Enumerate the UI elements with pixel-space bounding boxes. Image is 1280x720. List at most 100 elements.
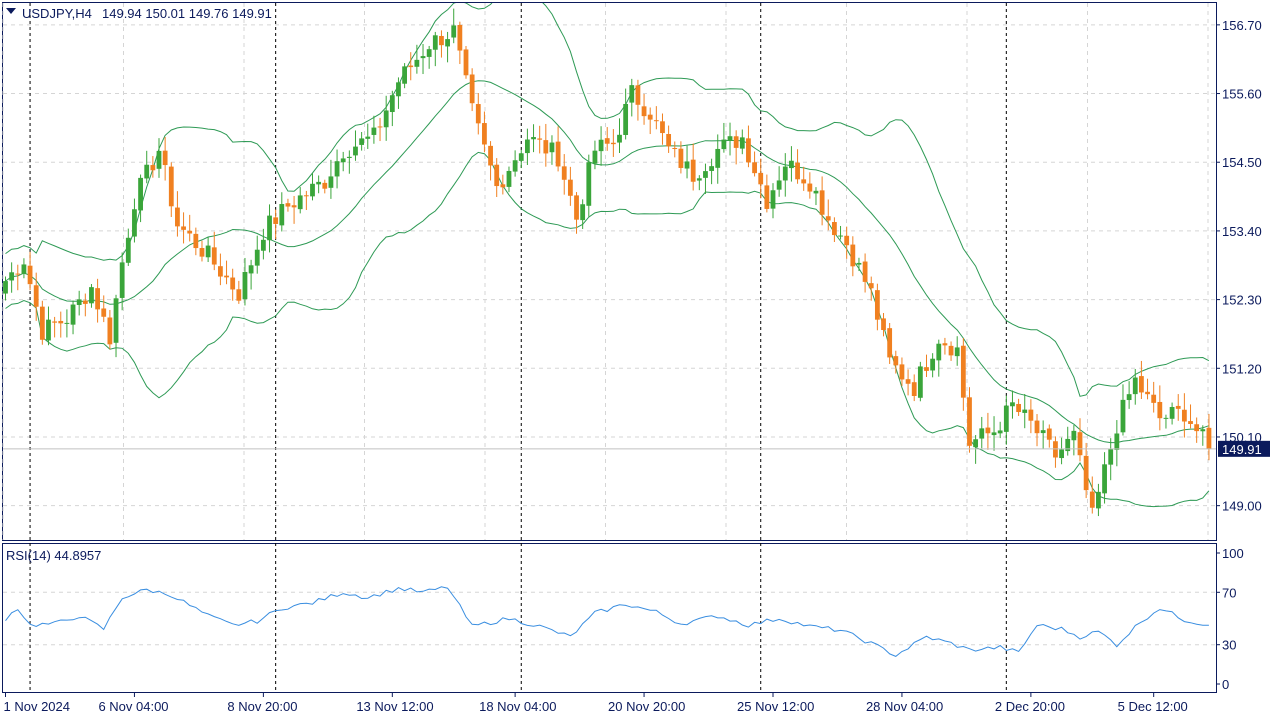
candle <box>537 125 543 154</box>
candle-body <box>819 190 825 215</box>
symbol-label: USDJPY,H4 <box>22 6 92 21</box>
candle <box>334 149 340 189</box>
rsi-tick-label: 70 <box>1222 585 1236 600</box>
candle <box>881 313 886 337</box>
candle <box>1046 424 1052 448</box>
candle <box>764 174 770 213</box>
rsi-tick-label: 30 <box>1222 638 1236 653</box>
candle-body <box>432 35 438 50</box>
current-price-tag: 149.91 <box>3 440 1270 457</box>
candle <box>844 226 850 259</box>
candle-body <box>531 137 536 140</box>
candle-body <box>9 272 15 281</box>
candle-body <box>690 159 696 182</box>
candle-body <box>310 183 315 197</box>
candle <box>727 122 733 156</box>
candle-body <box>1046 428 1052 440</box>
candle <box>138 174 143 223</box>
candle-body <box>574 195 579 220</box>
candle-body <box>776 180 782 190</box>
candle <box>1145 378 1150 400</box>
candle <box>838 225 843 240</box>
price-tick-label: 151.20 <box>1222 361 1262 376</box>
candle <box>776 166 782 197</box>
candle <box>469 68 475 112</box>
candle-body <box>193 233 199 249</box>
candle <box>236 280 242 304</box>
candle <box>181 212 186 244</box>
candle-body <box>653 120 659 122</box>
price-tick-label: 152.30 <box>1222 293 1262 308</box>
candle-body <box>1077 432 1083 456</box>
candle-body <box>469 74 475 104</box>
candle <box>95 278 100 323</box>
candle <box>586 154 592 217</box>
candle <box>782 153 788 197</box>
candle-body <box>445 39 450 47</box>
candle <box>58 311 64 338</box>
candle <box>1059 437 1064 465</box>
dropdown-triangle-icon[interactable] <box>6 8 16 14</box>
candle-body <box>917 366 923 398</box>
candle <box>340 151 346 172</box>
candle-body <box>457 24 463 51</box>
candle <box>267 204 272 253</box>
chart-header[interactable]: USDJPY,H4 149.94 150.01 149.76 149.91 <box>6 6 272 21</box>
candle-body <box>365 136 371 139</box>
candlesticks[interactable] <box>3 8 1212 517</box>
candle-body <box>463 49 469 76</box>
candle-body <box>715 148 721 168</box>
candle <box>543 123 549 167</box>
candle-body <box>371 127 377 135</box>
candle-body <box>1053 441 1058 458</box>
candle <box>856 257 862 272</box>
candle <box>1040 420 1046 449</box>
candle <box>1175 394 1181 421</box>
candle-body <box>1096 491 1101 509</box>
candle <box>46 306 51 346</box>
candle <box>567 166 573 206</box>
candle-body <box>260 239 266 251</box>
candle <box>432 31 438 67</box>
candle <box>813 187 819 206</box>
candle <box>150 156 156 178</box>
candle-body <box>567 179 573 196</box>
time-tick-label: 13 Nov 12:00 <box>356 699 433 714</box>
candle <box>230 268 236 301</box>
candle-body <box>21 264 27 274</box>
candle-body <box>285 203 291 207</box>
candle <box>205 237 211 263</box>
candle-body <box>138 177 143 211</box>
candle-body <box>684 161 690 169</box>
candle-body <box>439 35 444 46</box>
time-tick-label: 8 Nov 20:00 <box>227 699 297 714</box>
candle-body <box>868 283 874 289</box>
candle-body <box>267 215 272 241</box>
candle <box>733 130 739 165</box>
candle-body <box>893 356 899 366</box>
candle <box>1114 420 1120 467</box>
candle-body <box>936 343 942 361</box>
candle-body <box>1040 430 1046 434</box>
candle-body <box>997 430 1003 434</box>
candle <box>1028 399 1034 434</box>
candle <box>789 146 794 182</box>
candle-body <box>838 235 843 237</box>
time-axis: 1 Nov 2024 6 Nov 04:00 8 Nov 20:00 13 Nov 1… <box>4 692 1188 714</box>
candle-body <box>1114 433 1120 450</box>
candle-body <box>832 222 837 236</box>
candle-body <box>610 142 616 145</box>
candle <box>985 412 991 450</box>
candle-body <box>905 379 911 384</box>
candle <box>1022 393 1028 429</box>
candle <box>604 127 610 151</box>
candle-body <box>555 141 561 167</box>
candle-body <box>389 95 395 113</box>
candle-body <box>1206 427 1212 449</box>
rsi-panel-frame <box>2 543 1217 693</box>
candle <box>76 290 82 316</box>
candle <box>125 228 131 266</box>
candle-body <box>887 328 893 358</box>
candle-body <box>525 139 530 154</box>
candle <box>1163 414 1169 429</box>
